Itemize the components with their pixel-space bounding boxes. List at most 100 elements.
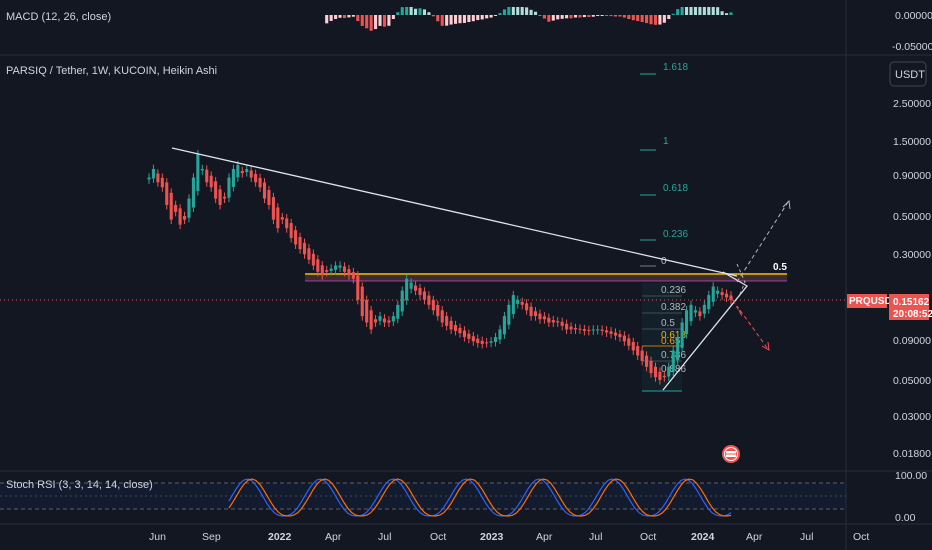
macd-bar: [591, 15, 595, 17]
candle-body: [698, 311, 702, 317]
time-axis[interactable]: Jun Sep 2022 Apr Jul Oct 2023 Apr Jul Oc…: [149, 531, 869, 543]
macd-indicator-label[interactable]: MACD (12, 26, close): [6, 11, 111, 23]
candle-body: [271, 197, 275, 220]
descending-trendline[interactable]: [171, 147, 738, 277]
time-axis-label: Jul: [589, 531, 602, 543]
macd-bar: [489, 15, 493, 18]
macd-bar: [529, 9, 533, 15]
price-axis-label: 0.30000: [893, 249, 931, 261]
candle-body: [396, 304, 400, 319]
macd-bar: [418, 8, 422, 15]
price-axis-label: 0.50000: [893, 211, 931, 223]
candle-body: [485, 342, 489, 344]
symbol-title[interactable]: PARSIQ / Tether, 1W, KUCOIN, Heikin Ashi: [6, 65, 217, 77]
symbol-price-badge[interactable]: PRQUSDT 0.15162 20:08:52: [847, 294, 932, 320]
resistance-zone[interactable]: [305, 273, 787, 281]
candle-body: [165, 182, 169, 205]
macd-bar: [533, 11, 538, 15]
fib-level-label: 0: [661, 256, 667, 267]
stoch-indicator-label[interactable]: Stoch RSI (3, 3, 14, 14, close): [6, 479, 153, 491]
price-axis-label: 0.09000: [893, 335, 931, 347]
candle-body: [525, 303, 529, 311]
fib-level-label: 0.5: [661, 318, 675, 329]
candle-body: [573, 327, 578, 330]
candle-body: [720, 292, 724, 296]
macd-bar: [409, 7, 413, 15]
macd-bar: [480, 15, 484, 20]
candle-body: [547, 317, 551, 323]
macd-bar: [645, 15, 649, 24]
candle-body: [582, 329, 586, 331]
bullish-arrow-head-icon: [782, 199, 791, 210]
macd-bar: [725, 13, 729, 15]
candle-body: [502, 316, 506, 335]
candle-body: [569, 326, 573, 330]
candle-body: [405, 278, 409, 301]
candle-body: [489, 341, 493, 343]
macd-bar: [467, 15, 471, 23]
candle-body: [609, 331, 613, 334]
candle-body: [516, 299, 520, 304]
candle-body: [480, 340, 484, 344]
bearish-projection[interactable]: [732, 299, 769, 350]
currency-button-label[interactable]: USDT: [895, 69, 925, 81]
half-level-label: 0.5: [773, 262, 787, 273]
candle-body: [342, 266, 347, 272]
macd-bar: [729, 12, 733, 15]
candle-body: [693, 310, 698, 313]
fib-level-label: 1.618: [663, 62, 688, 73]
macd-bar: [596, 15, 600, 16]
stoch-axis-label-min: 0.00: [895, 512, 916, 524]
price-axis-label: 2.50000: [893, 98, 931, 110]
macd-bar: [356, 15, 360, 22]
candle-body: [418, 288, 422, 296]
macd-bar: [347, 15, 351, 18]
candle-body: [329, 268, 333, 271]
candle-body: [160, 177, 164, 188]
price-axis[interactable]: 2.50000 1.50000 0.90000 0.50000 0.30000 …: [893, 98, 931, 460]
macd-bar: [542, 15, 546, 19]
candle-body: [151, 168, 155, 179]
candle-body: [462, 330, 466, 338]
candle-body: [636, 346, 640, 356]
macd-bar: [382, 15, 387, 27]
candle-body: [218, 189, 222, 205]
price-axis-label: 0.03000: [893, 411, 931, 423]
candle-body: [538, 313, 542, 320]
macd-bar: [374, 15, 378, 30]
candle-body: [560, 321, 564, 326]
candle-body: [467, 333, 471, 339]
bullish-swing-path[interactable]: [736, 263, 746, 295]
candle-body: [267, 190, 271, 205]
candle-body: [667, 366, 671, 377]
macd-bar: [338, 15, 342, 18]
candle-body: [285, 218, 289, 229]
candle-body: [431, 300, 435, 311]
time-axis-label: 2022: [268, 531, 292, 543]
macd-bar: [605, 15, 609, 16]
bullish-projection[interactable]: [736, 201, 789, 283]
currency-button[interactable]: [889, 61, 927, 87]
earnings-flag-icon[interactable]: [722, 445, 740, 463]
triangle-pattern[interactable]: [662, 271, 748, 391]
candle-body: [725, 293, 729, 298]
fib-level-label: 0.382: [661, 302, 686, 313]
price-candles: [147, 150, 733, 385]
time-axis-label: 2023: [480, 531, 504, 543]
macd-bar: [516, 7, 520, 15]
candle-body: [298, 236, 302, 250]
macd-bar: [391, 15, 395, 20]
candle-body: [711, 286, 715, 302]
fib-extension-levels[interactable]: 1.618 1 0.618 0.236 0: [640, 62, 688, 267]
fib-level-label: 0.618: [663, 183, 688, 194]
candle-body: [596, 329, 600, 331]
candle-body: [356, 275, 360, 300]
candle-body: [676, 337, 680, 361]
fib-retracement[interactable]: 0.236 0.382 0.5 0.618 0.65 0.786 0.886: [642, 283, 686, 392]
macd-bar: [689, 7, 693, 15]
macd-axis-label-zero: 0.00000: [895, 10, 932, 22]
candle-body: [147, 177, 151, 180]
candle-body: [542, 316, 546, 320]
candle-body: [622, 335, 626, 342]
